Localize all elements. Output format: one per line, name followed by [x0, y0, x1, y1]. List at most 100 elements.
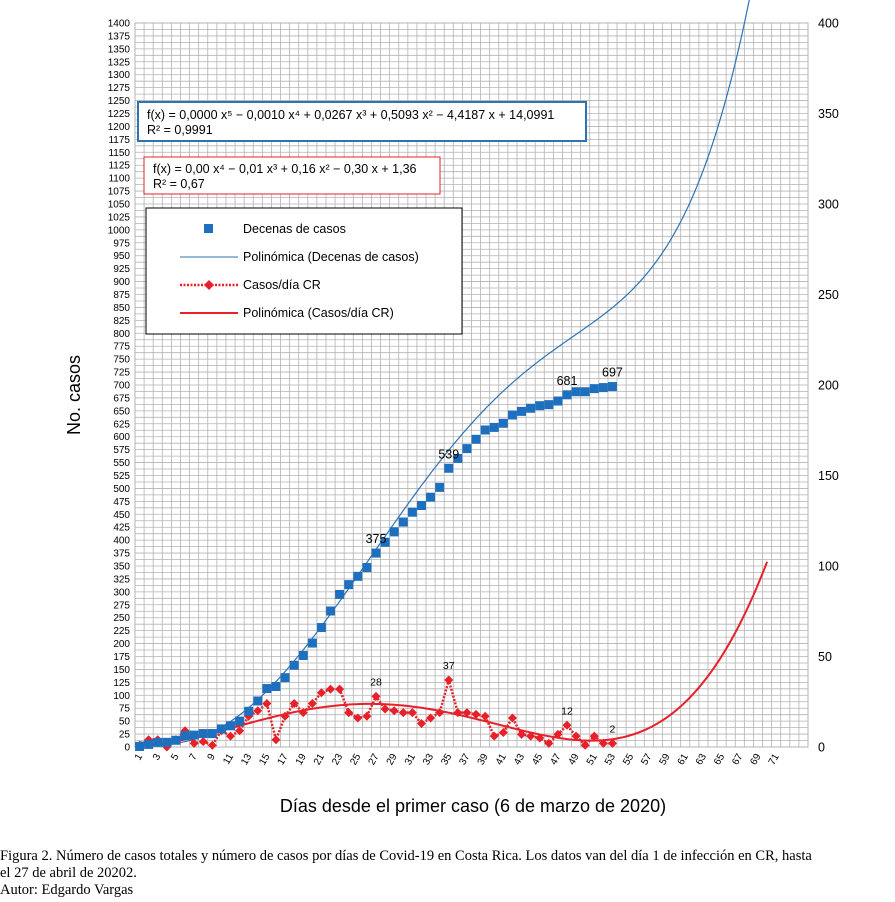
caption-line-1: Figura 2. Número de casos totales y núme…: [0, 848, 812, 864]
decenas-point: [589, 384, 599, 394]
y-right-tick-label: 150: [818, 469, 839, 483]
decenas-point: [171, 735, 181, 745]
equation-box-casos-dia: f(x) = 0,00 x⁴ − 0,01 x³ + 0,16 x² − 0,3…: [143, 156, 441, 195]
x-tick-label: 17: [276, 752, 291, 768]
decenas-point: [380, 537, 390, 547]
y-left-tick-label: 325: [113, 574, 130, 585]
r2-decenas: R² = 0,9991: [147, 123, 213, 137]
y-left-tick-label: 1125: [108, 161, 130, 172]
x-tick-label: 55: [621, 752, 636, 768]
chart: 0255075100125150175200225250275300325350…: [64, 0, 839, 816]
y-left-tick-label: 550: [113, 458, 130, 469]
trendline-casos-dia: [139, 561, 769, 746]
decenas-point: [444, 463, 454, 473]
x-tick-label: 63: [694, 752, 709, 768]
y-left-tick-label: 0: [124, 743, 130, 754]
y-left-tick-label: 225: [113, 626, 130, 637]
decenas-point: [335, 589, 345, 599]
casos-dia-point: [271, 735, 281, 745]
y-left-tick-label: 625: [113, 419, 130, 430]
y-left-tick-label: 1150: [108, 148, 130, 159]
y-left-tick-label: 250: [113, 613, 130, 624]
grid: [134, 22, 809, 748]
casos-dia-point: [471, 709, 481, 719]
x-tick-label: 29: [385, 752, 400, 768]
casos-dia-point: [235, 726, 245, 736]
y-left-tick-label: 700: [113, 381, 130, 392]
y-left-tick-label: 950: [113, 251, 130, 262]
data-label: 2: [610, 723, 616, 735]
casos-dia-point: [335, 684, 345, 694]
caption-line-2: el 27 de abril de 20202.: [0, 865, 137, 881]
x-axis-title: Días desde el primer caso (6 de marzo de…: [280, 796, 666, 816]
decenas-point: [144, 739, 154, 749]
casos-dia-point: [526, 731, 536, 741]
data-label: 28: [370, 676, 382, 688]
y-left-tick-label: 925: [113, 264, 130, 275]
casos-dia-point: [571, 731, 581, 741]
decenas-point: [162, 737, 172, 747]
decenas-point: [262, 684, 272, 694]
decenas-point: [480, 425, 490, 435]
y-left-tick-label: 1225: [108, 109, 131, 120]
legend-marker-casos-dia: [204, 280, 214, 290]
caption-line-3: Autor: Edgardo Vargas: [0, 882, 134, 898]
x-tick-label: 33: [421, 752, 436, 768]
trendline-decenas: [139, 0, 750, 745]
y-left-tick-label: 1375: [108, 31, 131, 42]
y-left-tick-label: 650: [113, 406, 130, 417]
y-left-tick-label: 500: [113, 484, 130, 495]
legend-marker-decenas: [204, 224, 213, 233]
y-left-tick-label: 900: [113, 277, 130, 288]
y-axis-title: No. casos: [64, 355, 84, 435]
y-left-tick-label: 1075: [108, 187, 131, 198]
y-left-tick-label: 1275: [108, 83, 131, 94]
x-tick-label: 67: [730, 752, 745, 768]
casos-dia-point: [435, 708, 445, 718]
casos-dia-point: [326, 684, 336, 694]
casos-dia-point: [416, 718, 426, 728]
legend-label-trend-casos-dia: Polinómica (Casos/día CR): [243, 306, 394, 320]
y-left-tick-label: 1300: [108, 70, 131, 81]
decenas-point: [180, 731, 190, 741]
y-left-tick-label: 75: [119, 704, 131, 715]
decenas-point: [253, 696, 263, 706]
y-left-tick-label: 850: [113, 303, 130, 314]
casos-dia-point: [398, 708, 408, 718]
y-right-tick-label: 350: [818, 107, 839, 121]
decenas-point: [580, 387, 590, 397]
x-tick-label: 39: [476, 752, 491, 768]
y-left-tick-label: 1025: [108, 212, 131, 223]
x-tick-label: 25: [348, 752, 363, 768]
decenas-point: [453, 453, 463, 463]
x-tick-label: 65: [712, 752, 727, 768]
casos-dia-point: [544, 738, 554, 748]
decenas-point: [407, 507, 417, 517]
y-left-ticks: 0 25 50 75 100 125 150 175 200 225 250 275 300 325350…: [108, 19, 131, 754]
legend-label-decenas: Decenas de casos: [243, 222, 346, 236]
y-left-tick-label: 425: [113, 523, 130, 534]
casos-dia-point: [253, 706, 263, 716]
decenas-point: [198, 729, 208, 739]
y-left-tick-label: 725: [113, 368, 130, 379]
y-left-tick-label: 350: [113, 562, 130, 573]
y-left-tick-label: 600: [113, 432, 130, 443]
legend: Decenas de casos Polinómica (Decenas de …: [145, 207, 463, 335]
casos-dia-point: [589, 731, 599, 741]
y-right-ticks: 0 50 100 150 200 250 300 350 400: [818, 17, 839, 755]
x-tick-label: 31: [403, 752, 418, 768]
x-tick-label: 71: [767, 752, 782, 768]
casos-dia-point: [535, 733, 545, 743]
x-tick-label: 37: [457, 752, 472, 768]
casos-dia-point: [225, 731, 235, 741]
x-tick-label: 61: [676, 752, 691, 768]
y-left-tick-label: 175: [113, 652, 130, 663]
x-tick-label: 9: [206, 752, 219, 763]
x-tick-label: 53: [603, 752, 618, 768]
data-label: 539: [438, 447, 459, 461]
x-tick-label: 15: [257, 752, 272, 768]
casos-dia-point: [198, 737, 208, 747]
casos-dia-point: [507, 713, 517, 723]
y-left-tick-label: 775: [113, 342, 130, 353]
equation-decenas: f(x) = 0,0000 x⁵ − 0,0010 x⁴ + 0,0267 x³…: [147, 108, 554, 122]
